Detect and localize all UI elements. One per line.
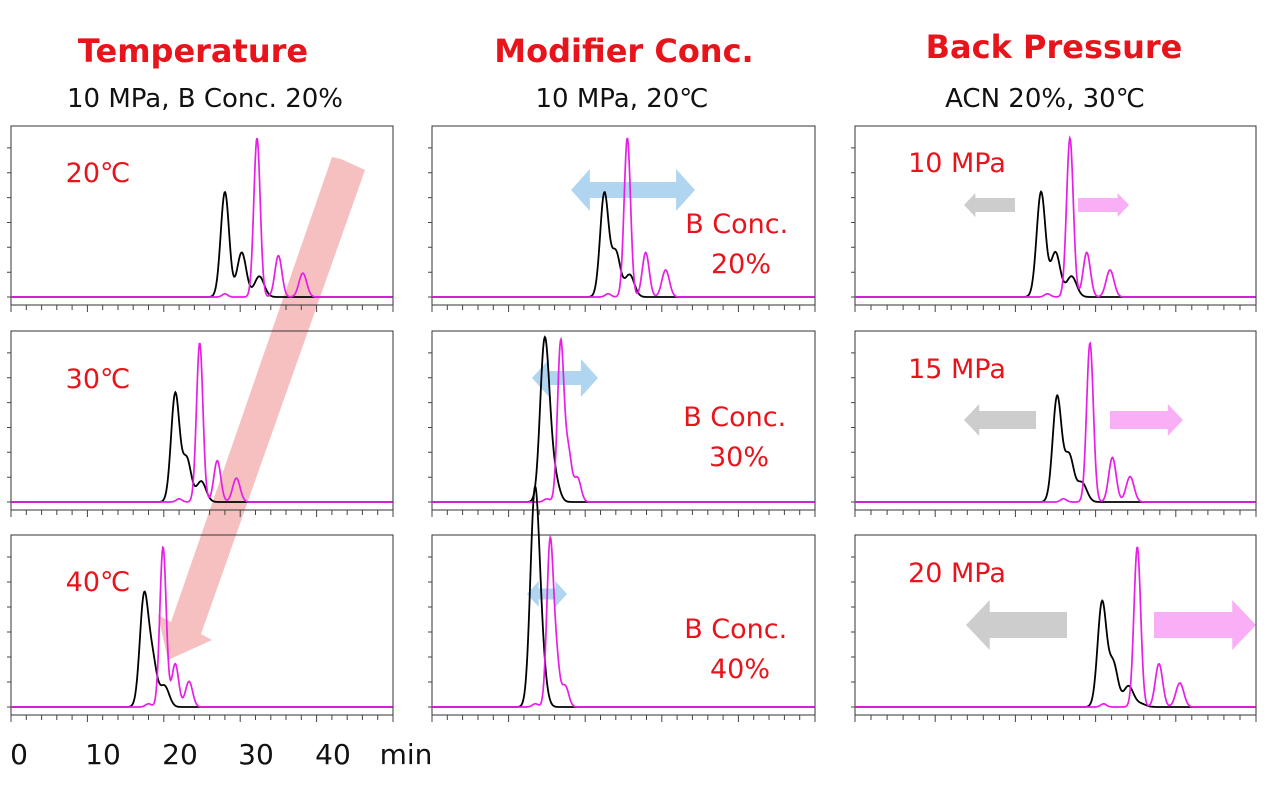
label-bconc-20-line2: 20% [711,249,771,280]
panel-frame [431,330,816,511]
label-bconc-30-line1: B Conc. [683,402,786,433]
chart-panel-6 [428,483,816,722]
shift-right-arrow-10mpa [1078,193,1129,217]
trace-series-2 [855,546,1256,708]
chart-panel-7 [851,125,1257,312]
trace-series-2 [432,534,815,708]
x-ticks [10,715,394,722]
label-pressure-15: 15 MPa [908,354,1006,385]
y-ticks [7,556,11,708]
panel-frame [854,125,1257,306]
x-tick-label-40: 40 [315,738,351,771]
column-subtitle-temperature: 10 MPa, B Conc. 20% [67,84,343,114]
shift-left-arrow-10mpa [964,193,1015,217]
chart-panel-9 [851,534,1257,722]
panel-frame [10,330,394,511]
chart-panel-5 [428,330,816,517]
x-tick-label-30: 30 [238,738,274,771]
y-ticks [7,147,11,298]
trace-series-2 [432,137,815,298]
column-title-back-pressure: Back Pressure [926,28,1183,66]
panel-frame [854,330,1257,511]
y-ticks [851,556,855,708]
temperature-trend-arrow [158,157,365,660]
x-ticks [10,305,394,312]
y-ticks [428,556,432,708]
trace-series-1 [855,393,1256,503]
chart-panel-8 [851,330,1257,517]
x-axis-unit: min [380,738,433,771]
label-bconc-20: B Conc. 20% [685,209,797,280]
x-ticks [854,305,1257,312]
trace-series-1 [11,390,393,503]
trace-series-2 [855,341,1256,503]
label-temp-30: 30℃ [66,364,131,395]
trace-series-2 [11,545,393,708]
column-subtitle-modifier: 10 MPa, 20℃ [535,84,708,114]
label-temp-40: 40℃ [66,567,131,598]
trace-series-2 [855,135,1256,298]
y-ticks [851,147,855,298]
shift-left-arrow-20mpa [966,600,1067,650]
label-bconc-30-line2: 30% [709,442,769,473]
x-tick-label-20: 20 [162,738,198,771]
label-bconc-30: B Conc. 30% [683,402,795,473]
y-ticks [851,352,855,503]
column-subtitle-back-pressure: ACN 20%, 30℃ [945,84,1145,114]
label-pressure-10: 10 MPa [908,148,1006,179]
chart-panel-1 [7,125,394,312]
x-ticks [431,715,816,722]
trace-series-2 [11,342,393,503]
x-ticks [854,715,1257,722]
trace-series-2 [11,137,393,298]
label-bconc-20-line1: B Conc. [685,209,788,240]
y-ticks [428,147,432,298]
shift-left-arrow-15mpa [964,404,1036,436]
panel-frame [431,534,816,716]
x-ticks [431,305,816,312]
trace-series-1 [855,190,1256,298]
x-ticks [854,510,1257,517]
chart-panel-4 [428,125,816,312]
column-title-temperature: Temperature [78,32,308,70]
panel-frame [10,534,394,716]
shift-right-arrow-20mpa [1154,600,1256,650]
x-ticks [10,510,394,517]
panel-frame [10,125,394,306]
column-title-modifier: Modifier Conc. [494,32,753,70]
label-bconc-40-line1: B Conc. [684,614,787,645]
x-ticks [431,510,816,517]
label-pressure-20: 20 MPa [908,558,1006,589]
range-arrow-bconc-20 [571,169,695,211]
x-tick-label-0: 0 [10,738,28,771]
panel-frame [431,125,816,306]
chart-panel-3 [7,534,394,722]
x-tick-label-10: 10 [85,738,121,771]
panel-frame [854,534,1257,716]
label-temp-20: 20℃ [66,158,131,189]
y-ticks [428,352,432,503]
trace-series-2 [432,336,815,503]
label-bconc-40-line2: 40% [710,654,770,685]
y-ticks [7,352,11,503]
chart-panel-2 [7,330,394,517]
label-bconc-40: B Conc. 40% [684,614,796,685]
shift-right-arrow-15mpa [1110,404,1183,436]
